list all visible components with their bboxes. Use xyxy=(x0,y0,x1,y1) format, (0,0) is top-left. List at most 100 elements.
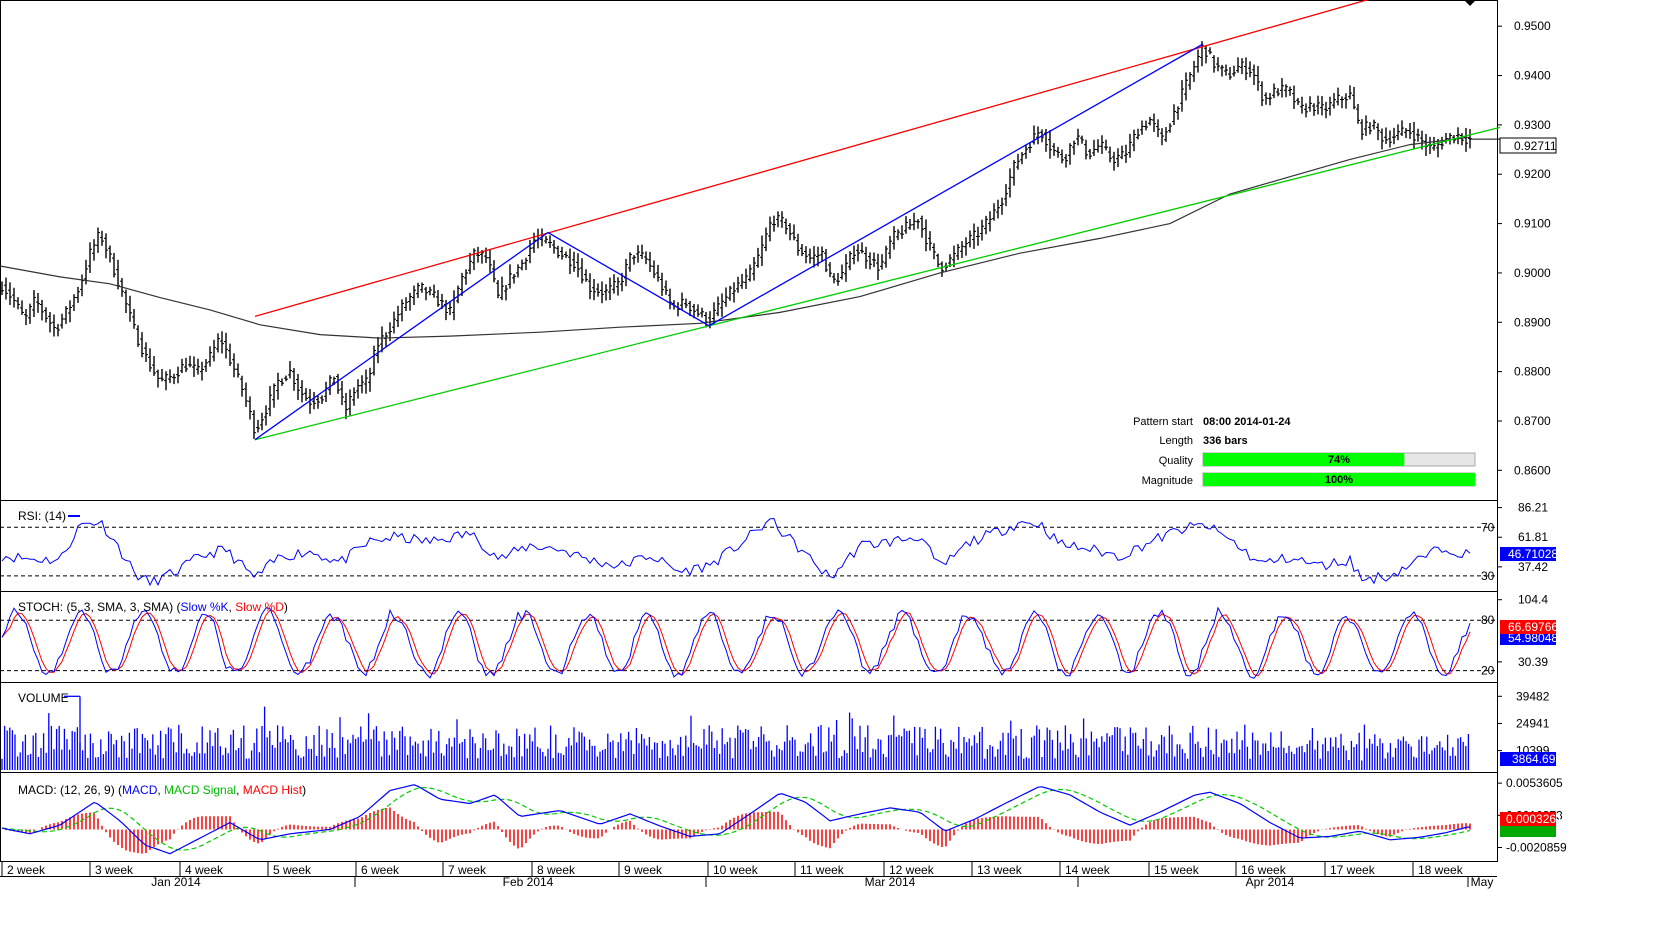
macd-line-label: MACD xyxy=(122,783,158,797)
month-label: Feb 2014 xyxy=(503,875,554,889)
magnitude-value: 100% xyxy=(1325,474,1353,486)
macd-signal-line xyxy=(1,786,1471,851)
stoch-title-close: ) xyxy=(284,600,288,614)
scroll-marker-icon xyxy=(1464,0,1476,6)
support-line xyxy=(254,126,1501,441)
stoch-k-last-box xyxy=(1500,620,1556,634)
week-label: 17 week xyxy=(1330,863,1376,877)
macd-title-prefix: MACD: (12, 26, 9) ( xyxy=(18,783,122,797)
price-ytick-label: 0.9400 xyxy=(1514,69,1551,83)
week-label: 16 week xyxy=(1241,863,1287,877)
week-label: 9 week xyxy=(624,863,663,877)
volume-ytick-label: 39482 xyxy=(1516,689,1550,703)
stoch-ytick-label: 104.4 xyxy=(1518,593,1548,607)
macd-signal-label: MACD Signal xyxy=(164,783,236,797)
price-ytick-label: 0.8700 xyxy=(1514,414,1551,428)
rsi-ytick-label: 37.42 xyxy=(1518,560,1548,574)
stoch-k-line xyxy=(1,606,1471,679)
stoch-d-line xyxy=(1,609,1471,677)
pattern-start-value: 08:00 2014-01-24 xyxy=(1203,416,1291,428)
price-ytick-label: 0.9100 xyxy=(1514,217,1551,231)
week-label: 6 week xyxy=(361,863,400,877)
price-ytick-label: 0.8900 xyxy=(1514,315,1551,329)
rsi-panel xyxy=(0,500,1498,592)
stoch-title-sep: , xyxy=(229,600,236,614)
rsi-level-label: 70 xyxy=(1481,520,1495,534)
quality-bar-fill xyxy=(1203,453,1405,466)
macd-layer xyxy=(1,784,1471,855)
price-ytick-label: 0.8600 xyxy=(1514,463,1551,477)
volume-last-value: 3864.69 xyxy=(1512,752,1556,766)
week-label: 8 week xyxy=(537,863,576,877)
price-ytick-label: 0.9500 xyxy=(1514,19,1551,33)
price-ytick-label: 0.9300 xyxy=(1514,118,1551,132)
month-label: May xyxy=(1471,875,1494,889)
length-label: Length xyxy=(1159,435,1193,447)
stoch-d-last-box xyxy=(1500,631,1556,645)
price-last-box xyxy=(1499,137,1557,154)
length-value: 336 bars xyxy=(1203,435,1248,447)
macd-panel xyxy=(0,772,1498,862)
zigzag-line xyxy=(254,43,1204,441)
price-ytick-label: 0.8800 xyxy=(1514,365,1551,379)
resistance-line xyxy=(254,0,1370,317)
stoch-title-prefix: STOCH: (5, 3, SMA, 3, SMA) ( xyxy=(18,600,180,614)
rsi-line xyxy=(1,517,1471,587)
price-last-value: 0.92711 xyxy=(1514,139,1557,153)
week-label: 12 week xyxy=(889,863,935,877)
rsi-layer: 70 30 xyxy=(0,517,1497,587)
week-label: 15 week xyxy=(1154,863,1200,877)
volume-last-box xyxy=(1500,752,1556,766)
macd-signal-last-box xyxy=(1500,823,1556,837)
stoch-d-last-value: 54.98048 xyxy=(1508,631,1558,645)
volume-layer xyxy=(1,695,1470,770)
stoch-title: STOCH: (5, 3, SMA, 3, SMA) (Slow %K, Slo… xyxy=(18,600,288,614)
macd-ytick-label: 0.0053605 xyxy=(1506,776,1563,790)
week-label: 5 week xyxy=(273,863,312,877)
week-label: 13 week xyxy=(977,863,1023,877)
rsi-last-box xyxy=(1500,547,1556,561)
week-label: 7 week xyxy=(448,863,487,877)
rsi-last-value: 46.71028 xyxy=(1508,547,1558,561)
quality-value: 74% xyxy=(1328,454,1350,466)
stoch-ytick-label: 30.39 xyxy=(1518,655,1548,669)
macd-sep-2: , xyxy=(236,783,243,797)
stoch-d-label: Slow %D xyxy=(235,600,284,614)
pattern-start-label: Pattern start xyxy=(1133,416,1193,428)
week-label: 11 week xyxy=(800,863,845,877)
week-label: 4 week xyxy=(185,863,224,877)
pattern-info: Pattern start 08:00 2014-01-24 Length 33… xyxy=(1133,416,1476,487)
macd-hist-label: MACD Hist xyxy=(243,783,303,797)
price-ytick-label: 0.9000 xyxy=(1514,266,1551,280)
month-label: Mar 2014 xyxy=(865,875,916,889)
volume-title: VOLUME xyxy=(18,691,69,705)
rsi-ytick-label: 61.81 xyxy=(1518,530,1548,544)
stoch-k-label: Slow %K xyxy=(180,600,228,614)
price-ytick-label: 0.9200 xyxy=(1514,167,1551,181)
rsi-ytick-label: 86.21 xyxy=(1518,501,1548,515)
week-label: 18 week xyxy=(1418,863,1464,877)
macd-ytick-label: -0.0020859 xyxy=(1506,841,1567,855)
macd-title-close: ) xyxy=(302,783,306,797)
week-label: 14 week xyxy=(1065,863,1111,877)
magnitude-label: Magnitude xyxy=(1142,475,1193,487)
macd-sep-1: , xyxy=(157,783,164,797)
axis-layer: 0.9500 0.9400 0.9300 0.9200 0.9100 0.9000 0.89… xyxy=(0,19,1567,889)
macd-title: MACD: (12, 26, 9) (MACD, MACD Signal, MA… xyxy=(18,783,306,797)
sma-line xyxy=(0,136,1471,339)
week-label: 10 week xyxy=(713,863,759,877)
rsi-level-label: 30 xyxy=(1481,569,1495,583)
macd-last-box xyxy=(1500,812,1556,826)
stoch-level-label: 20 xyxy=(1481,664,1495,678)
macd-line xyxy=(1,784,1471,855)
stoch-k-last-value: 66.69766 xyxy=(1508,620,1558,634)
month-label: Apr 2014 xyxy=(1246,875,1295,889)
quality-label: Quality xyxy=(1159,455,1194,467)
rsi-title: RSI: (14) xyxy=(18,509,66,523)
week-label: 3 week xyxy=(95,863,134,877)
price-layer xyxy=(0,0,1501,441)
month-label: Jan 2014 xyxy=(151,875,201,889)
macd-last-value: 0.0003261 xyxy=(1506,812,1563,826)
